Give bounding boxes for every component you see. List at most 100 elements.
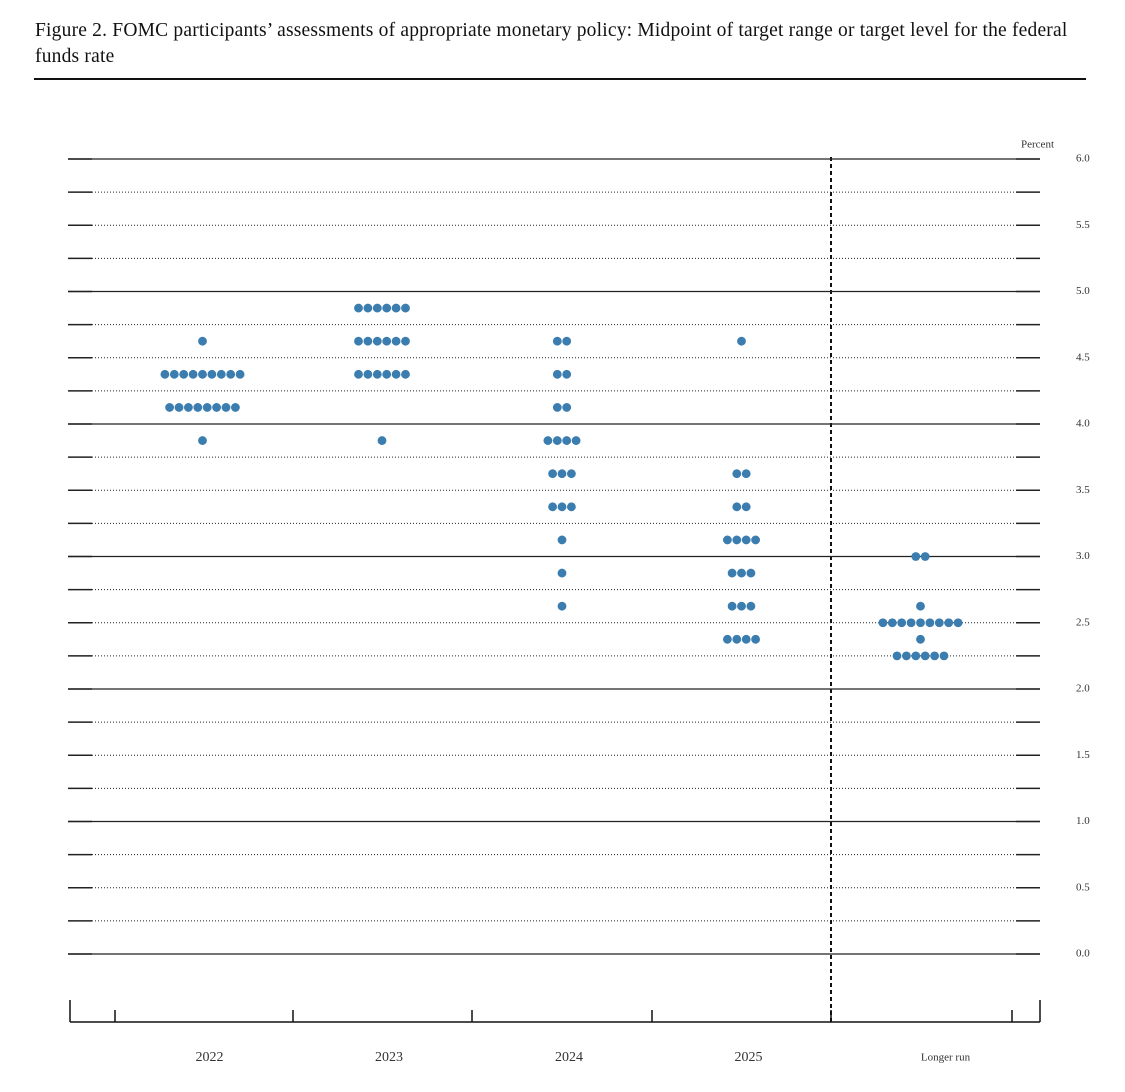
dot [207,369,217,379]
dot [737,336,746,346]
dot [382,369,392,379]
dot [741,469,751,479]
dot [562,403,572,412]
dot [363,336,373,346]
dot [751,634,760,644]
dot [911,651,921,661]
dot [548,469,557,479]
dot [934,618,944,628]
dot [184,403,193,412]
dot [916,634,925,644]
dot [562,436,572,445]
dot [193,403,203,412]
y-tick-label: 4.5 [1076,351,1090,363]
dot [920,651,930,661]
dot [557,535,567,545]
dot [723,535,732,545]
dot [372,369,382,379]
dot [401,369,410,379]
y-tick-label: 5.0 [1076,285,1090,297]
y-tick-label: 1.0 [1076,815,1090,827]
dot [732,634,742,644]
dot [723,634,732,644]
dot [557,601,567,611]
dot [543,436,553,445]
y-tick-label: 6.0 [1076,153,1090,165]
x-tick-label: 2025 [735,1050,763,1065]
dot [562,336,572,346]
y-tick-label: 3.5 [1076,484,1090,496]
dot [363,369,373,379]
dot [231,403,240,412]
dot [179,369,189,379]
dot [727,601,737,611]
dot [552,436,562,445]
dot [188,369,198,379]
dot [887,618,897,628]
y-tick-label: 1.5 [1076,749,1090,761]
dot [916,618,925,628]
x-tick-label: 2024 [555,1050,583,1065]
dot [198,369,207,379]
dot [212,403,222,412]
x-axis [69,1000,1041,1023]
dot [372,303,382,313]
dot [165,403,175,412]
dot [552,403,562,412]
dot [562,369,572,379]
dot [401,303,410,313]
dot [391,369,401,379]
dot [737,601,746,611]
dot [953,618,963,628]
dot [916,601,925,611]
dot [571,436,581,445]
y-tick-label: 0.5 [1076,881,1090,893]
dot [944,618,954,628]
dot [391,303,401,313]
dot [226,369,236,379]
dot [552,369,562,379]
y-tick-label: 2.5 [1076,616,1090,628]
dot [741,502,751,512]
dot [741,634,751,644]
dot [235,369,245,379]
x-tick-label: 2023 [375,1050,403,1065]
dot [737,568,746,578]
y-axis-label: Percent [1021,139,1054,151]
dot [732,535,742,545]
x-tick-label: Longer run [921,1052,971,1064]
dot [911,552,921,561]
dot [160,369,170,379]
dot [557,469,567,479]
dot [732,502,742,512]
dot [741,535,751,545]
dot [548,502,557,512]
dot [354,336,363,346]
dot [746,568,756,578]
dot [925,618,935,628]
dot [930,651,939,661]
dot [920,552,930,561]
dot [906,618,916,628]
dot [751,535,760,545]
dot [216,369,226,379]
dot [892,651,902,661]
chart-title: Figure 2. FOMC participants’ assessments… [35,20,1068,67]
dot [902,651,911,661]
dot [746,601,756,611]
y-tick-label: 2.0 [1076,683,1090,695]
dot [557,568,567,578]
dot [382,303,392,313]
dot [372,336,382,346]
dot [567,469,576,479]
dot [567,502,576,512]
dot [354,369,363,379]
dot [391,336,401,346]
dot [401,336,410,346]
dot [552,336,562,346]
dot [732,469,742,479]
dot [727,568,737,578]
dot [354,303,363,313]
